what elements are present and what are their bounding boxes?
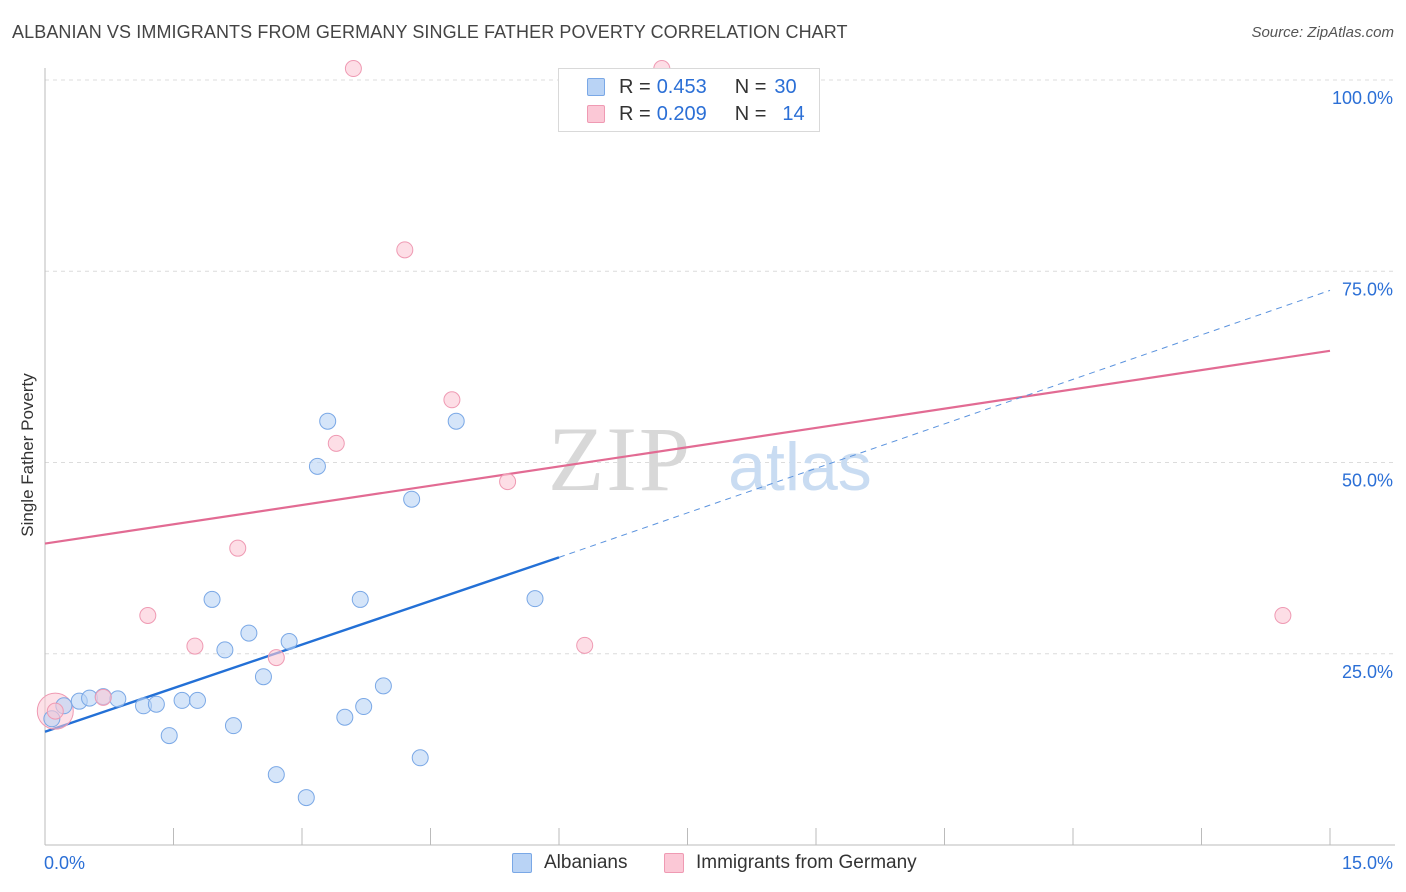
trend-lines [44,289,1331,733]
y-tick-label: 25.0% [1342,662,1393,682]
trend-line-albanians-extension [558,289,1331,558]
n-label: N = [734,75,767,98]
legend-swatch-albanians [587,78,605,96]
n-label: N = [734,102,767,125]
bottom-legend-label-germany: Immigrants from Germany [696,852,917,873]
y-axis-label: Single Father Poverty [18,373,37,537]
bottom-legend-swatch-germany [664,853,684,873]
watermark-atlas: atlas [728,429,872,505]
point-albanians [224,717,242,735]
point-germany [94,688,112,706]
bottom-legend-swatch-albanians [512,853,532,873]
source-credit: Source: ZipAtlas.com [1251,24,1394,41]
legend-row-germany: R = 0.209 N = 14 [587,103,805,125]
point-albanians [173,691,191,709]
point-albanians [188,691,206,709]
point-albanians [203,590,221,608]
stats-legend: R = 0.453 N = 30 R = 0.209 N = 14 [558,68,820,132]
bottom-legend-label-albanians: Albanians [544,852,628,873]
point-germany [139,607,157,624]
point-albanians [267,766,285,784]
point-albanians [447,412,465,430]
point-germany [327,434,345,452]
point-albanians [280,633,298,651]
point-germany [186,637,204,655]
axes [44,68,1395,846]
point-albanians [355,698,373,716]
n-value-albanians: 30 [774,75,797,98]
chart-title: ALBANIAN VS IMMIGRANTS FROM GERMANY SING… [12,22,848,42]
trend-line-albanians [44,556,560,733]
point-albanians [403,490,421,508]
point-germany [229,539,247,557]
r-label: R = [619,75,651,98]
point-albanians [351,590,369,608]
point-albanians [297,789,315,807]
bottom-legend-germany[interactable]: Immigrants from Germany [664,852,917,874]
point-albanians [336,708,354,726]
point-albanians [109,690,127,708]
x-tick-label-min: 0.0% [44,853,85,873]
n-value-germany: 14 [782,102,805,125]
y-tick-label: 75.0% [1342,279,1393,299]
y-tick-label: 50.0% [1342,471,1393,491]
point-albanians [411,749,429,767]
r-value-germany: 0.209 [656,102,707,125]
x-tick-label-max: 15.0% [1342,853,1393,873]
point-germany [267,649,285,667]
point-albanians [374,677,392,695]
r-label: R = [619,102,651,125]
point-albanians [216,641,234,659]
y-tick-label: 100.0% [1332,88,1393,108]
point-albanians [160,727,178,745]
point-albanians [319,412,337,430]
trend-line-germany [44,349,1331,545]
watermark: ZIP atlas [548,408,872,510]
point-germany [396,241,414,259]
data-points [36,60,1292,807]
point-albanians [254,668,272,686]
gridlines [45,79,1395,655]
point-albanians [147,695,165,713]
point-albanians [526,590,544,608]
tick-labels: 100.0% 75.0% 50.0% 25.0% 0.0% 15.0% [44,88,1393,873]
point-albanians [240,624,258,642]
legend-row-albanians: R = 0.453 N = 30 [587,76,797,98]
point-germany [443,391,461,409]
r-value-albanians: 0.453 [656,75,707,98]
point-germany [576,636,594,654]
bottom-legend-albanians[interactable]: Albanians [512,852,627,874]
point-germany [1274,607,1292,624]
point-germany [499,473,517,491]
legend-swatch-germany [587,105,605,123]
point-germany [46,702,64,720]
point-germany [344,60,362,78]
watermark-zip: ZIP [548,408,692,510]
point-albanians [308,457,326,475]
